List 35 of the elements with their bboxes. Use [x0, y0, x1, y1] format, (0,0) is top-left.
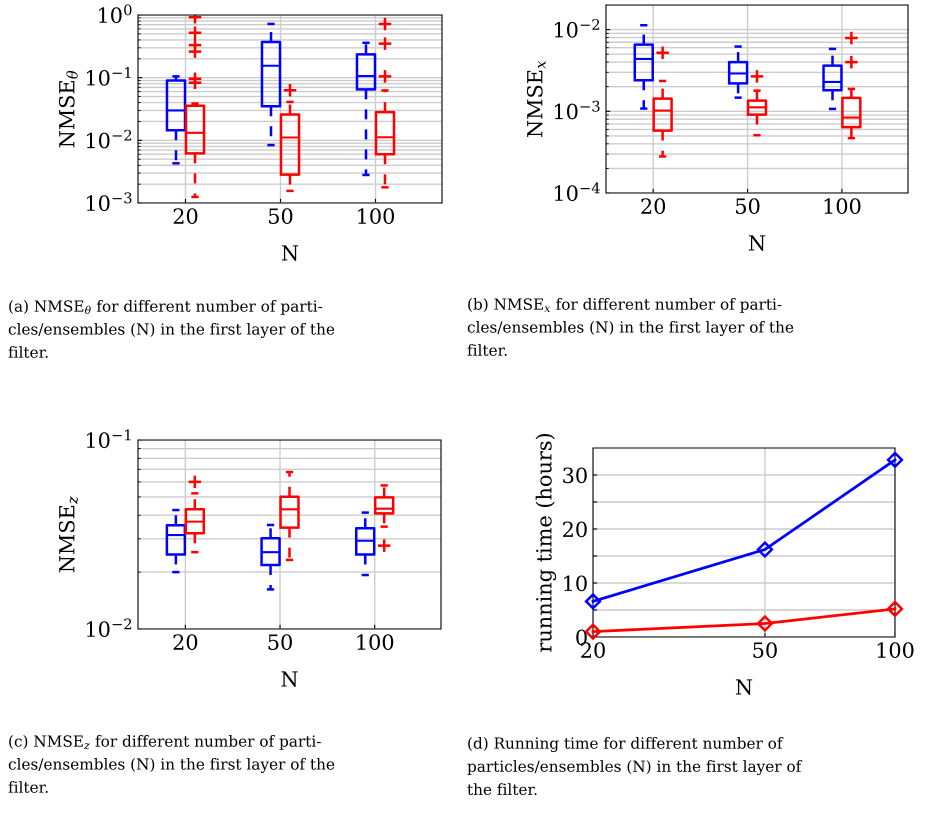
x-tick-label: 100 — [358, 208, 394, 224]
y-tick-label: 10$^{−2}$ — [554, 18, 600, 38]
x-tick-label: 20 — [174, 634, 198, 650]
text: (c) NMSE$_{z}$ for different number of parti- cles/ensembles (N) in the first layer of the filter. — [8, 735, 334, 793]
x-tick-label: 100 — [824, 198, 860, 214]
text: (d) Running time for different number of particles/ensembles (N) in the first layer of the filter. — [467, 737, 802, 796]
x-tick-label: 100 — [878, 642, 914, 658]
y-axis-title: NMSE$_{θ}$ — [58, 70, 78, 148]
y-tick-label: 10$^{−4}$ — [554, 182, 600, 202]
x-tick-label: 50 — [753, 642, 777, 658]
y-tick-label: 10$^{−3}$ — [554, 100, 600, 120]
text: (b) NMSE$_{x}$ for different number of parti- cles/ensembles (N) in the first layer of the filter. — [468, 298, 794, 356]
y-axis-title: NMSE$_{x}$ — [526, 60, 546, 138]
x-axis-title: N — [281, 671, 298, 687]
y-axis-title: NMSE$_{z}$ — [58, 496, 78, 572]
x-tick-label: 50 — [269, 208, 292, 224]
y-tick-label: 10$^{0}$ — [99, 4, 132, 24]
y-tick-label: 10$^{−3}$ — [86, 192, 132, 212]
x-tick-label: 20 — [174, 208, 198, 224]
x-axis-title: N — [282, 245, 298, 261]
x-axis-title: N — [748, 235, 766, 251]
y-tick-label: 20 — [563, 521, 587, 538]
y-tick-label: 30 — [563, 467, 587, 484]
y-tick-label: 10$^{−1}$ — [86, 429, 131, 448]
y-tick-label: 10 — [564, 575, 587, 592]
text: (a) NMSE$_{θ}$ for different number of parti- cles/ensembles (N) in the first layer of the filter. — [8, 300, 334, 358]
y-axis-title: running time (hours) — [536, 434, 556, 652]
y-tick-label: 10$^{−1}$ — [86, 67, 131, 86]
y-tick-label: 10$^{−2}$ — [86, 618, 132, 638]
x-tick-label: 100 — [357, 634, 394, 650]
x-tick-label: 50 — [736, 198, 760, 214]
x-axis-title: N — [736, 679, 752, 695]
x-tick-label: 20 — [641, 198, 666, 214]
y-tick-label: 10$^{−2}$ — [86, 130, 132, 148]
x-tick-label: 50 — [268, 634, 292, 650]
